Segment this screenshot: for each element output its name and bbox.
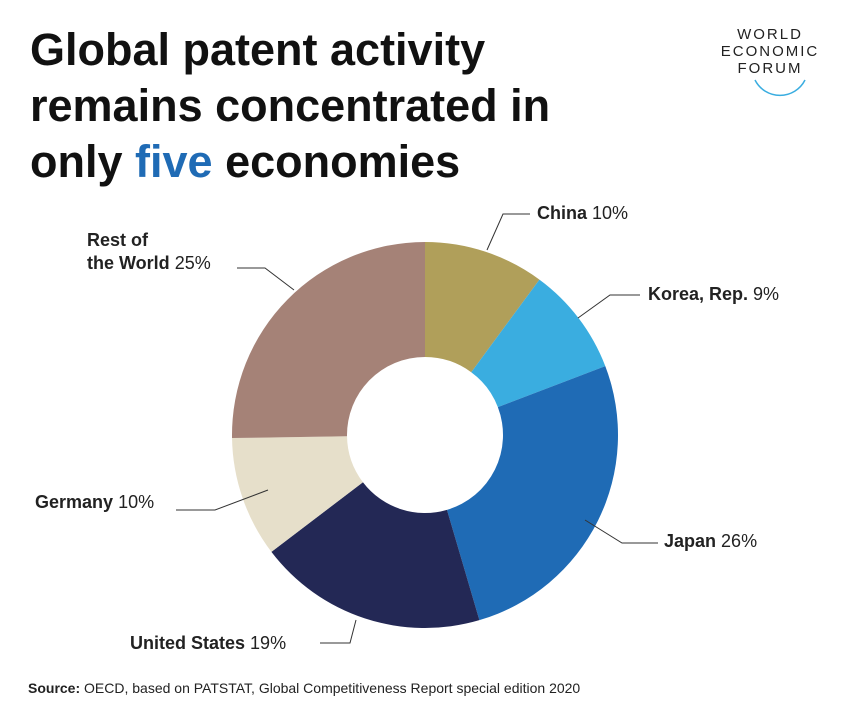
leader-line xyxy=(176,489,269,511)
value-label: 26% xyxy=(721,531,758,551)
logo-arc xyxy=(754,79,806,97)
donut-slice xyxy=(271,482,480,628)
value-label: 25% xyxy=(174,253,211,273)
category-label: Germany xyxy=(35,492,114,512)
category-label: Rest of the World xyxy=(87,230,170,273)
source: Source: OECD, based on PATSTAT, Global C… xyxy=(28,680,580,696)
donut-slice xyxy=(446,366,618,621)
logo-text: FORUM xyxy=(737,60,803,77)
donut-slice xyxy=(232,436,363,552)
value-label: 9% xyxy=(753,284,780,304)
slice-label: China 10% xyxy=(537,202,628,225)
slice-label: Japan 26% xyxy=(664,530,757,553)
title-text: Global patent activity remains concentra… xyxy=(30,24,551,187)
slice-label: Rest of the World 25% xyxy=(87,229,211,275)
value-label: 10% xyxy=(118,492,155,512)
donut-slice xyxy=(425,242,540,373)
leader-line xyxy=(486,213,530,251)
title-text: economies xyxy=(225,136,461,187)
leader-line xyxy=(577,294,640,319)
source-text: OECD, based on PATSTAT, Global Competiti… xyxy=(84,680,581,696)
logo: WORLD ECONOMIC FORUM xyxy=(700,26,840,77)
slice-label: United States 19% xyxy=(130,632,286,655)
leader-line xyxy=(320,619,357,644)
category-label: Japan xyxy=(664,531,717,551)
source-label: Source: xyxy=(28,680,81,696)
slice-label: Korea, Rep. 9% xyxy=(648,283,779,306)
category-label: China xyxy=(537,203,588,223)
logo-text: ECONOMIC xyxy=(720,43,820,60)
logo-text: WORLD xyxy=(737,26,803,43)
value-label: 10% xyxy=(592,203,629,223)
value-label: 19% xyxy=(250,633,287,653)
donut-slice xyxy=(231,242,425,439)
slice-label: Germany 10% xyxy=(35,491,154,514)
title-highlight: five xyxy=(135,136,213,187)
leader-line xyxy=(237,267,295,291)
donut-slice xyxy=(471,279,606,408)
category-label: Korea, Rep. xyxy=(648,284,749,304)
chart-title: Global patent activity remains concentra… xyxy=(30,22,590,190)
category-label: United States xyxy=(130,633,246,653)
leader-line xyxy=(584,519,658,544)
